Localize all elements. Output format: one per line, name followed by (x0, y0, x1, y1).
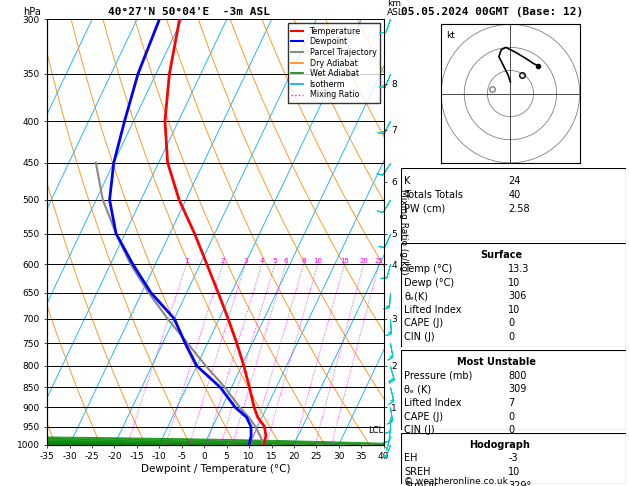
Text: StmDir: StmDir (404, 481, 438, 486)
Text: 24: 24 (508, 176, 521, 187)
Text: hPa: hPa (23, 7, 41, 17)
Text: 7: 7 (508, 398, 515, 408)
Text: 5: 5 (273, 258, 277, 264)
Text: Surface: Surface (480, 250, 522, 260)
Text: 329°: 329° (508, 481, 532, 486)
Text: 0: 0 (508, 412, 515, 422)
Text: CIN (J): CIN (J) (404, 425, 435, 435)
Text: 306: 306 (508, 291, 526, 301)
Y-axis label: Mixing Ratio (g/kg): Mixing Ratio (g/kg) (399, 189, 408, 275)
Text: CAPE (J): CAPE (J) (404, 412, 443, 422)
Text: Pressure (mb): Pressure (mb) (404, 371, 473, 381)
Text: 10: 10 (508, 467, 520, 477)
Text: PW (cm): PW (cm) (404, 204, 446, 214)
Text: 10: 10 (508, 305, 520, 315)
Text: © weatheronline.co.uk: © weatheronline.co.uk (404, 476, 508, 486)
Legend: Temperature, Dewpoint, Parcel Trajectory, Dry Adiabat, Wet Adiabat, Isotherm, Mi: Temperature, Dewpoint, Parcel Trajectory… (288, 23, 380, 103)
Text: CIN (J): CIN (J) (404, 332, 435, 342)
Text: 1: 1 (184, 258, 189, 264)
Text: 15: 15 (340, 258, 348, 264)
Text: Most Unstable: Most Unstable (457, 357, 537, 367)
Text: 4: 4 (260, 258, 264, 264)
Text: 2.58: 2.58 (508, 204, 530, 214)
Text: 25: 25 (375, 258, 384, 264)
Text: Lifted Index: Lifted Index (404, 398, 462, 408)
Text: 40°27'N 50°04'E  -3m ASL: 40°27'N 50°04'E -3m ASL (108, 7, 269, 17)
Text: Lifted Index: Lifted Index (404, 305, 462, 315)
Text: 40: 40 (508, 190, 520, 200)
Text: EH: EH (404, 453, 418, 464)
Text: Temp (°C): Temp (°C) (404, 264, 453, 274)
Text: Hodograph: Hodograph (469, 440, 530, 450)
Text: 309: 309 (508, 384, 526, 395)
Text: θₑ (K): θₑ (K) (404, 384, 431, 395)
Text: 0: 0 (508, 318, 515, 329)
Text: kt: kt (446, 31, 455, 40)
Text: K: K (404, 176, 411, 187)
Text: 800: 800 (508, 371, 526, 381)
Text: 0: 0 (508, 332, 515, 342)
Text: 2: 2 (221, 258, 225, 264)
Text: 6: 6 (284, 258, 288, 264)
Text: 10: 10 (313, 258, 322, 264)
Text: 10: 10 (508, 278, 520, 288)
Text: CAPE (J): CAPE (J) (404, 318, 443, 329)
Text: 8: 8 (301, 258, 306, 264)
Text: km
ASL: km ASL (387, 0, 404, 17)
X-axis label: Dewpoint / Temperature (°C): Dewpoint / Temperature (°C) (141, 464, 290, 474)
Text: 3: 3 (243, 258, 247, 264)
Text: SREH: SREH (404, 467, 431, 477)
Text: LCL: LCL (368, 426, 383, 435)
Text: Dewp (°C): Dewp (°C) (404, 278, 455, 288)
Text: θₑ(K): θₑ(K) (404, 291, 428, 301)
Text: 05.05.2024 00GMT (Base: 12): 05.05.2024 00GMT (Base: 12) (401, 7, 584, 17)
Text: -3: -3 (508, 453, 518, 464)
Text: 13.3: 13.3 (508, 264, 530, 274)
Text: Totals Totals: Totals Totals (404, 190, 464, 200)
Text: 20: 20 (359, 258, 368, 264)
Text: 0: 0 (508, 425, 515, 435)
